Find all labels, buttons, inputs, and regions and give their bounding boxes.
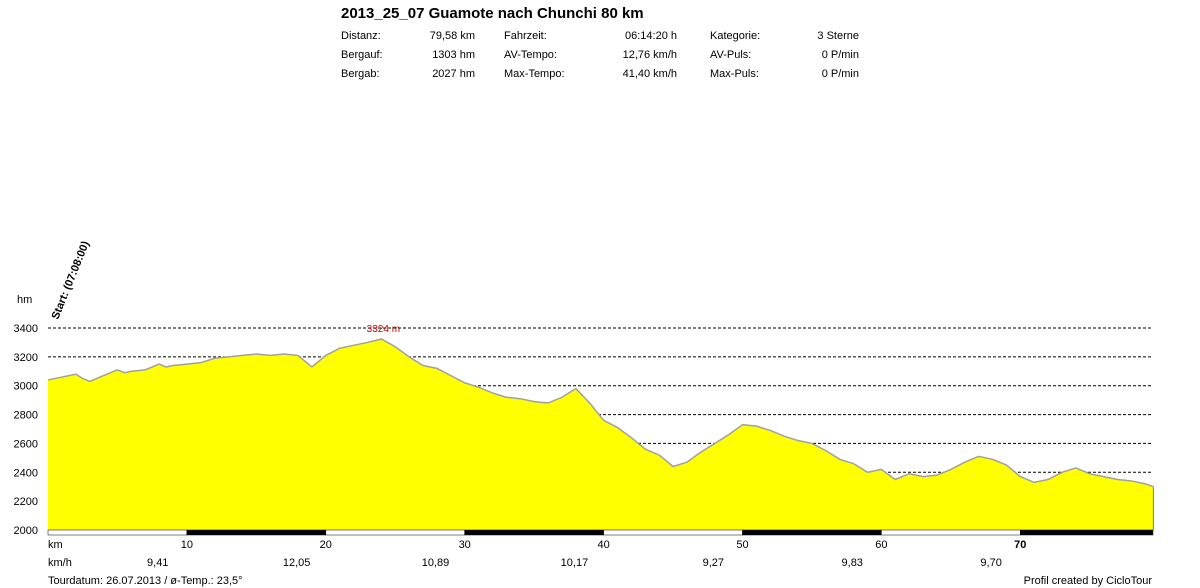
elevation-line <box>47 338 1154 488</box>
segment-speed: 12,05 <box>283 557 311 569</box>
max-elevation-label: 3324 m <box>367 324 400 335</box>
segment-speed: 9,27 <box>703 557 724 569</box>
y-tick-label: 3000 <box>14 381 38 393</box>
stat-label-max-tempo: Max-Tempo: <box>504 68 565 80</box>
start-label: Start: (07:08:00) <box>50 239 92 321</box>
x-axis-unit: km <box>48 539 63 551</box>
y-tick-label: 2600 <box>14 438 38 450</box>
stat-label-av-puls: AV-Puls: <box>710 49 752 61</box>
stat-value-distanz: 79,58 km <box>429 30 475 42</box>
x-tick-label: 20 <box>320 539 332 551</box>
x-tick-label: 60 <box>875 539 887 551</box>
stat-label-max-puls: Max-Puls: <box>710 68 759 80</box>
segment-speed: 10,17 <box>561 557 589 569</box>
x-axis-segment <box>47 529 188 536</box>
stat-value-av-puls: 0 P/min <box>821 49 859 61</box>
segment-speed: 9,41 <box>147 557 168 569</box>
y-tick-label: 3400 <box>14 323 38 335</box>
x-axis-segment <box>186 529 327 536</box>
x-tick-label: 50 <box>736 539 748 551</box>
stat-value-kategorie: 3 Sterne <box>817 30 859 42</box>
stat-label-kategorie: Kategorie: <box>710 30 761 42</box>
stat-label-bergauf: Bergauf: <box>341 49 383 61</box>
stat-label-av-tempo: AV-Tempo: <box>504 49 557 61</box>
stat-value-bergauf: 1303 hm <box>432 49 475 61</box>
stat-value-max-puls: 0 P/min <box>821 68 859 80</box>
x-tick-label: 40 <box>597 539 609 551</box>
x-tick-label: 30 <box>459 539 471 551</box>
stat-label-fahrzeit: Fahrzeit: <box>504 30 547 42</box>
x-axis-segment <box>464 529 604 536</box>
elevation-area <box>48 338 1154 530</box>
stat-value-fahrzeit: 06:14:20 h <box>625 30 677 42</box>
x-tick-label: 10 <box>181 539 193 551</box>
stat-value-bergab: 2027 hm <box>432 68 475 80</box>
credit: Profil created by CicloTour <box>1023 575 1152 587</box>
y-tick-label: 2200 <box>14 496 38 508</box>
segment-speed: 10,89 <box>422 557 450 569</box>
y-tick-label: 2000 <box>14 525 38 537</box>
x-axis-segment <box>325 529 465 536</box>
y-tick-label: 2400 <box>14 467 38 479</box>
x-axis-segment <box>1020 529 1154 536</box>
x-axis-segment <box>603 529 743 536</box>
speed-unit: km/h <box>48 557 72 569</box>
x-axis-segment <box>881 529 1021 536</box>
x-tick-label: 70 <box>1014 539 1026 551</box>
y-tick-label: 3200 <box>14 352 38 364</box>
y-tick-label: 2800 <box>14 410 38 422</box>
stat-value-av-tempo: 12,76 km/h <box>622 49 677 61</box>
segment-speed: 9,70 <box>980 557 1001 569</box>
tour-date: Tourdatum: 26.07.2013 / ø-Temp.: 23,5° <box>48 575 243 587</box>
axes <box>47 486 1154 536</box>
stat-value-max-tempo: 41,40 km/h <box>622 68 677 80</box>
stat-label-bergab: Bergab: <box>341 68 380 80</box>
segment-speed: 9,83 <box>842 557 863 569</box>
y-axis-unit: hm <box>17 294 32 306</box>
x-axis-segment <box>742 529 882 536</box>
stat-label-distanz: Distanz: <box>341 30 381 42</box>
page-title: 2013_25_07 Guamote nach Chunchi 80 km <box>341 5 644 22</box>
